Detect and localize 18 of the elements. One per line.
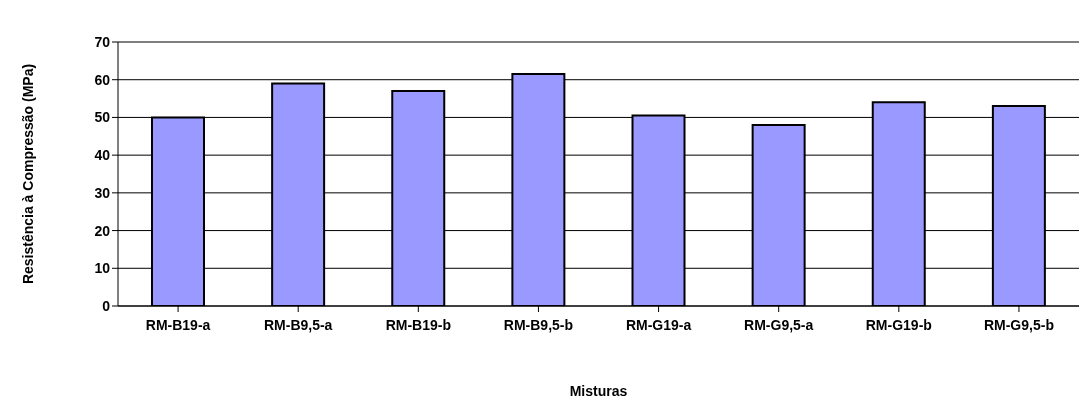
- x-tick-label: RM-G9,5-a: [744, 316, 814, 333]
- x-tick-label: RM-B19-a: [145, 316, 211, 333]
- y-tick-label: 60: [94, 71, 111, 88]
- y-axis-title: Resistência à Compressão (MPa): [19, 63, 36, 285]
- y-tick-label: 10: [94, 260, 111, 277]
- y-tick-label: 50: [94, 109, 111, 126]
- x-tick-label: RM-B9,5-a: [263, 316, 333, 333]
- x-tick-label: RM-B9,5-b: [503, 316, 574, 333]
- y-tick-label: 40: [94, 147, 111, 164]
- y-tick-label: 30: [94, 184, 111, 201]
- x-tick-label: RM-B19-b: [385, 316, 451, 333]
- y-tick-label: 20: [94, 222, 111, 239]
- x-tick-label: RM-G9,5-b: [983, 316, 1054, 333]
- x-axis-title: Misturas: [569, 383, 628, 399]
- y-tick-label: 0: [102, 297, 111, 314]
- y-tick-label: 70: [94, 33, 111, 50]
- x-tick-label: RM-G19-b: [865, 316, 932, 333]
- x-tick-label: RM-G19-a: [625, 316, 692, 333]
